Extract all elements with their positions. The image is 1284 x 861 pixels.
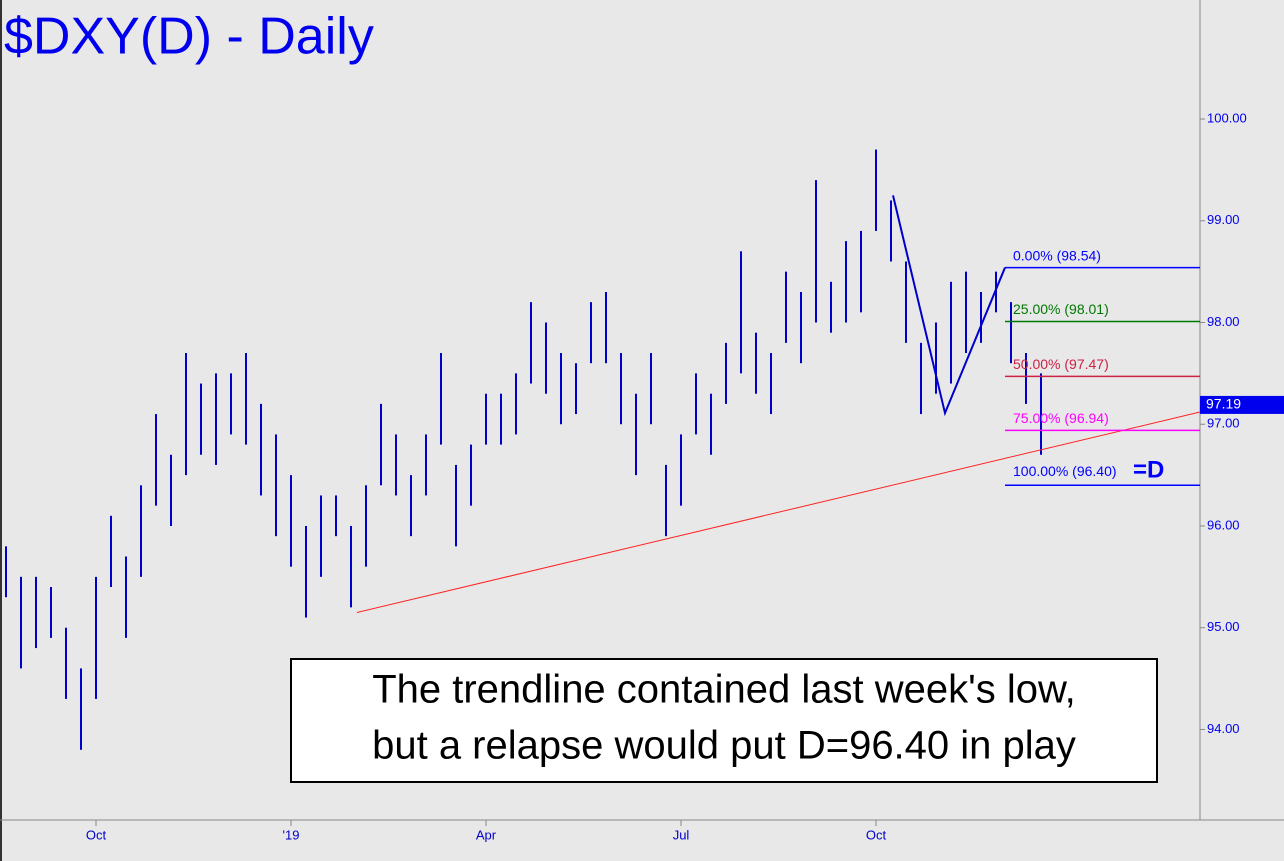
fib-label: 25.00% (98.01) <box>1013 301 1109 317</box>
y-tick-label: 97.00 <box>1207 416 1240 431</box>
y-tick-label: 94.00 <box>1207 721 1240 736</box>
annotation-box <box>290 658 1158 783</box>
fib-label: 75.00% (96.94) <box>1013 410 1109 426</box>
target-label: =D <box>1133 457 1164 484</box>
y-tick-label: 95.00 <box>1207 619 1240 634</box>
y-tick-label: 96.00 <box>1207 517 1240 532</box>
y-tick-label: 98.00 <box>1207 314 1240 329</box>
annotation-line: The trendline contained last week's low, <box>372 668 1076 712</box>
x-tick-label: Oct <box>866 827 887 842</box>
last-price-label: 97.19 <box>1206 396 1241 412</box>
trendline <box>356 411 1201 613</box>
last-price-marker <box>1200 395 1284 414</box>
x-tick-label: Jul <box>673 827 690 842</box>
x-tick-label: '19 <box>283 827 300 842</box>
fib-label: 100.00% (96.40) <box>1013 463 1117 479</box>
x-tick-label: Apr <box>476 827 497 842</box>
x-tick-label: Oct <box>86 827 107 842</box>
y-tick-label: 100.00 <box>1207 110 1247 125</box>
pattern-line <box>892 195 1006 417</box>
annotation-line: but a relapse would put D=96.40 in play <box>372 724 1076 768</box>
fib-label: 0.00% (98.54) <box>1013 247 1101 263</box>
y-tick-label: 99.00 <box>1207 212 1240 227</box>
fib-label: 50.00% (97.47) <box>1013 356 1109 372</box>
chart-title: $DXY(D) - Daily <box>4 8 374 66</box>
